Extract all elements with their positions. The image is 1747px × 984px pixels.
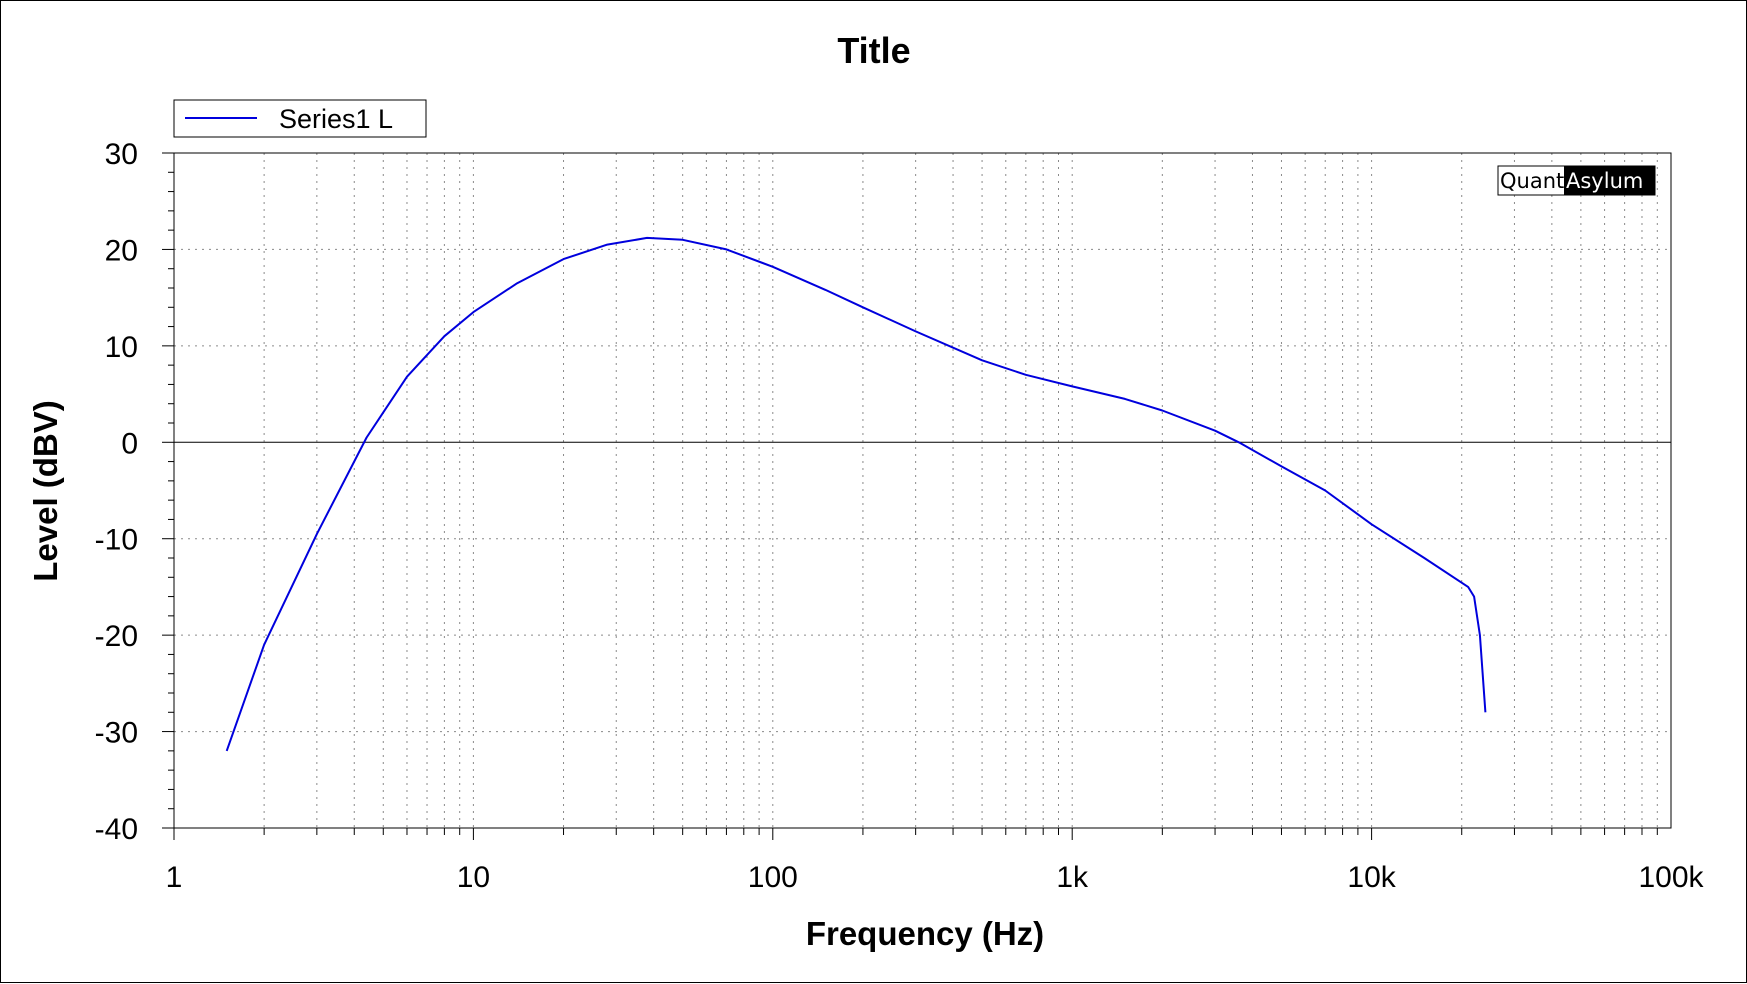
y-tick-label: -20: [95, 620, 138, 653]
logo-text-quant: Quant: [1500, 169, 1564, 193]
quantasylum-logo: Quant Asylum: [1497, 165, 1656, 196]
y-tick-label: -30: [95, 717, 138, 750]
axes: [162, 152, 1672, 840]
x-tick-label: 1k: [1056, 861, 1089, 894]
series-line: [225, 236, 1487, 752]
y-tick-label: 0: [121, 427, 138, 460]
x-tick-label: 100k: [1638, 861, 1704, 894]
x-tick-label: 100: [748, 861, 798, 894]
y-tick-label: 10: [105, 331, 138, 364]
legend: Series1 L: [173, 99, 427, 138]
logo-text-asylum: Asylum: [1566, 169, 1643, 193]
y-tick-labels: 30 20 10 0 -10 -20 -30 -40: [95, 138, 138, 846]
x-tick-labels: 1 10 100 1k 10k 100k: [166, 861, 1705, 894]
x-tick-label: 10k: [1347, 861, 1396, 894]
y-tick-label: 20: [105, 234, 138, 267]
x-axis-label: Frequency (Hz): [806, 915, 1044, 952]
y-axis-label: Level (dBV): [27, 400, 64, 582]
grid: [174, 152, 1671, 828]
legend-series-label: Series1 L: [279, 104, 393, 134]
y-tick-label: -40: [95, 813, 138, 846]
plot-area-frame: [173, 152, 1672, 829]
x-tick-label: 1: [166, 861, 183, 894]
logo-dark-block: [1564, 166, 1655, 195]
y-tick-label: 30: [105, 138, 138, 171]
chart-title: Title: [837, 30, 910, 71]
series-layer: [225, 236, 1487, 752]
y-tick-label: -10: [95, 524, 138, 557]
x-tick-label: 10: [457, 861, 490, 894]
